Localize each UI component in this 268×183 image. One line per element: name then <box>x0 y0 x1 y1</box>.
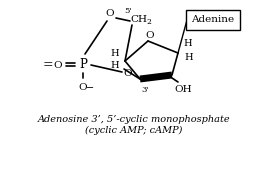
Text: H: H <box>185 53 193 61</box>
Text: 2: 2 <box>147 18 151 26</box>
Text: (cyclic AMP; cAMP): (cyclic AMP; cAMP) <box>85 125 183 135</box>
Text: Adenosine 3’, 5’-cyclic monophosphate: Adenosine 3’, 5’-cyclic monophosphate <box>38 115 230 124</box>
FancyBboxPatch shape <box>186 10 240 30</box>
Text: H: H <box>111 49 119 59</box>
Text: O: O <box>106 10 114 18</box>
Text: H: H <box>184 40 192 48</box>
Text: =: = <box>43 59 53 72</box>
Text: 5': 5' <box>124 7 132 15</box>
Text: H: H <box>111 61 119 70</box>
Text: −: − <box>86 83 94 92</box>
Text: P: P <box>79 59 87 72</box>
Text: CH: CH <box>131 16 147 25</box>
Text: 3': 3' <box>141 86 149 94</box>
Text: OH: OH <box>174 85 192 94</box>
Text: Adenine: Adenine <box>191 16 234 25</box>
Text: O: O <box>146 31 154 40</box>
Text: O: O <box>124 68 132 77</box>
Text: O: O <box>54 61 62 70</box>
Text: O: O <box>79 83 87 92</box>
